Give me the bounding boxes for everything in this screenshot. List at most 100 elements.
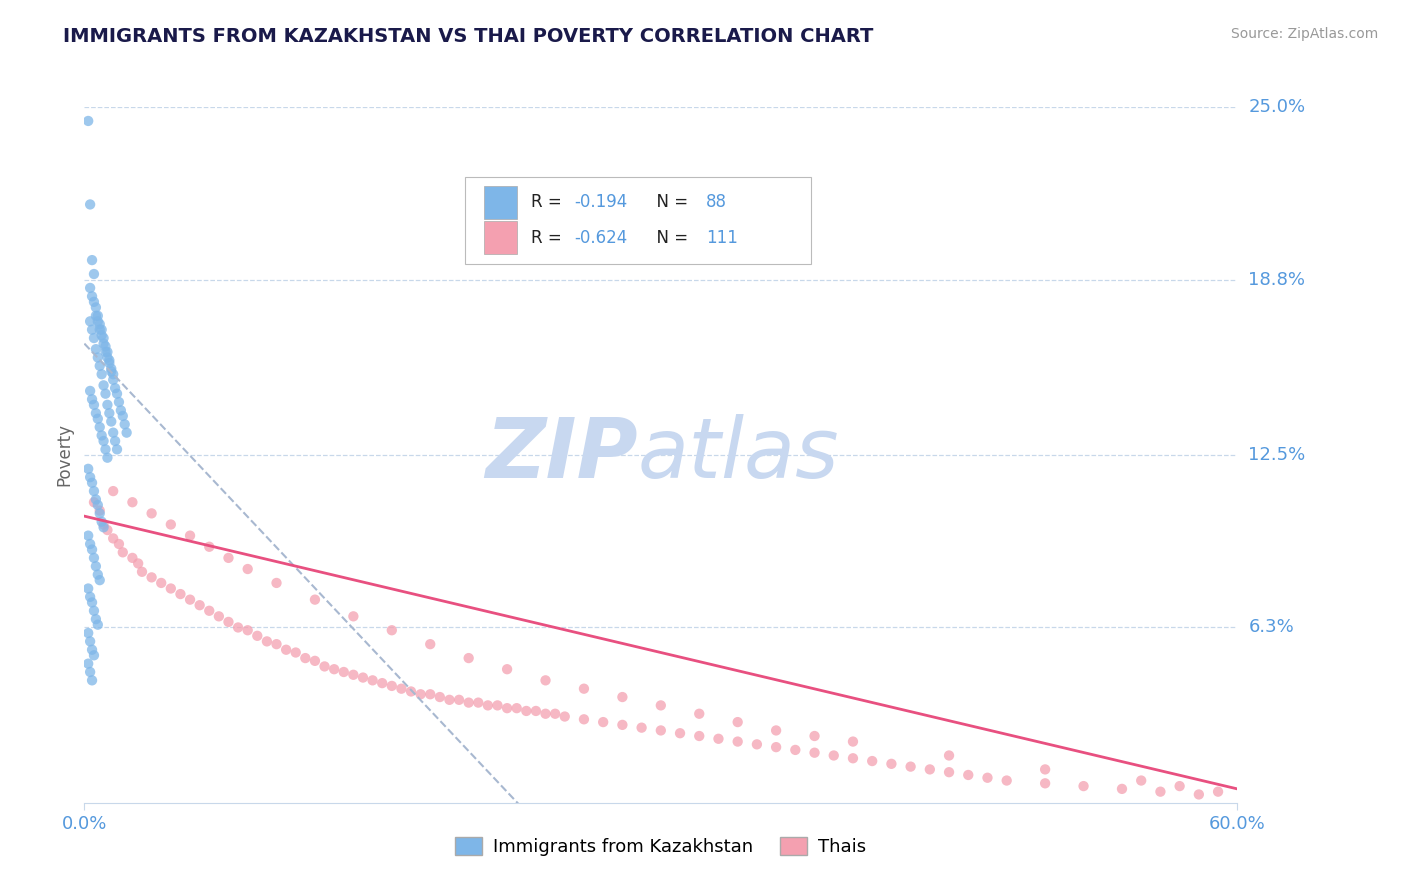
Point bbox=[371, 676, 394, 690]
Point bbox=[111, 545, 134, 559]
Point bbox=[938, 748, 960, 763]
Point bbox=[79, 634, 101, 648]
Point bbox=[83, 604, 105, 618]
Point bbox=[77, 657, 100, 671]
Text: -0.624: -0.624 bbox=[575, 228, 627, 247]
Point bbox=[80, 392, 103, 407]
Text: N =: N = bbox=[645, 194, 693, 211]
Point bbox=[880, 756, 903, 771]
Point bbox=[87, 314, 110, 328]
Point bbox=[105, 386, 128, 401]
Point bbox=[121, 495, 143, 509]
Point bbox=[80, 323, 103, 337]
Point bbox=[449, 693, 471, 707]
Point bbox=[391, 681, 413, 696]
Point bbox=[93, 517, 115, 532]
Point bbox=[87, 617, 110, 632]
Legend: Immigrants from Kazakhstan, Thais: Immigrants from Kazakhstan, Thais bbox=[449, 830, 873, 863]
Point bbox=[103, 425, 124, 440]
Point bbox=[98, 406, 121, 420]
Point bbox=[77, 582, 100, 596]
Point bbox=[361, 673, 384, 688]
Point bbox=[294, 651, 316, 665]
Point bbox=[84, 406, 107, 420]
Point bbox=[276, 642, 298, 657]
Point bbox=[226, 620, 249, 634]
Point bbox=[957, 768, 980, 782]
Point bbox=[976, 771, 998, 785]
Point bbox=[399, 684, 422, 698]
Point bbox=[160, 517, 183, 532]
Point bbox=[77, 528, 100, 542]
Point bbox=[179, 528, 201, 542]
Point bbox=[467, 696, 489, 710]
Point bbox=[79, 665, 101, 679]
Bar bbox=[485, 186, 517, 219]
Point bbox=[96, 398, 118, 412]
Point bbox=[100, 415, 122, 429]
Point bbox=[104, 434, 127, 448]
Point bbox=[127, 557, 149, 571]
Point bbox=[94, 345, 117, 359]
Point bbox=[842, 734, 865, 748]
Text: R =: R = bbox=[530, 194, 567, 211]
Point bbox=[84, 612, 107, 626]
Point bbox=[900, 759, 922, 773]
Y-axis label: Poverty: Poverty bbox=[55, 424, 73, 486]
Point bbox=[669, 726, 692, 740]
Point bbox=[110, 403, 132, 417]
Point bbox=[745, 737, 768, 751]
Point bbox=[304, 592, 326, 607]
Point bbox=[80, 673, 103, 688]
Point bbox=[98, 356, 121, 370]
Point bbox=[236, 562, 259, 576]
Point bbox=[198, 604, 221, 618]
Point bbox=[103, 484, 124, 499]
Point bbox=[439, 693, 461, 707]
Point bbox=[90, 328, 112, 343]
Point bbox=[84, 559, 107, 574]
Point bbox=[84, 301, 107, 315]
Point bbox=[1206, 785, 1229, 799]
Point bbox=[98, 353, 121, 368]
Point bbox=[105, 442, 128, 457]
Point bbox=[93, 520, 115, 534]
Point bbox=[765, 723, 787, 738]
Point bbox=[572, 681, 595, 696]
Point bbox=[707, 731, 730, 746]
Point bbox=[486, 698, 509, 713]
Point bbox=[803, 746, 825, 760]
Point bbox=[79, 314, 101, 328]
Point bbox=[89, 573, 111, 587]
Point bbox=[93, 331, 115, 345]
Point bbox=[457, 696, 479, 710]
Text: atlas: atlas bbox=[638, 415, 839, 495]
Point bbox=[246, 629, 269, 643]
Point bbox=[94, 386, 117, 401]
Point bbox=[96, 523, 118, 537]
Point bbox=[90, 515, 112, 529]
Point bbox=[83, 550, 105, 565]
Text: 12.5%: 12.5% bbox=[1249, 446, 1306, 464]
Point bbox=[803, 729, 825, 743]
Text: 25.0%: 25.0% bbox=[1249, 98, 1306, 116]
Point bbox=[284, 646, 307, 660]
Point bbox=[87, 411, 110, 425]
Point bbox=[333, 665, 356, 679]
Point bbox=[612, 718, 634, 732]
Point bbox=[496, 662, 519, 676]
Point bbox=[218, 550, 240, 565]
Point bbox=[688, 729, 710, 743]
Point bbox=[524, 704, 547, 718]
Point bbox=[918, 763, 941, 777]
Text: Source: ZipAtlas.com: Source: ZipAtlas.com bbox=[1230, 27, 1378, 41]
Point bbox=[79, 537, 101, 551]
FancyBboxPatch shape bbox=[465, 177, 811, 264]
Point bbox=[1073, 779, 1095, 793]
Point bbox=[94, 442, 117, 457]
Point bbox=[83, 398, 105, 412]
Point bbox=[103, 373, 124, 387]
Point bbox=[83, 495, 105, 509]
Point bbox=[457, 651, 479, 665]
Point bbox=[93, 434, 115, 448]
